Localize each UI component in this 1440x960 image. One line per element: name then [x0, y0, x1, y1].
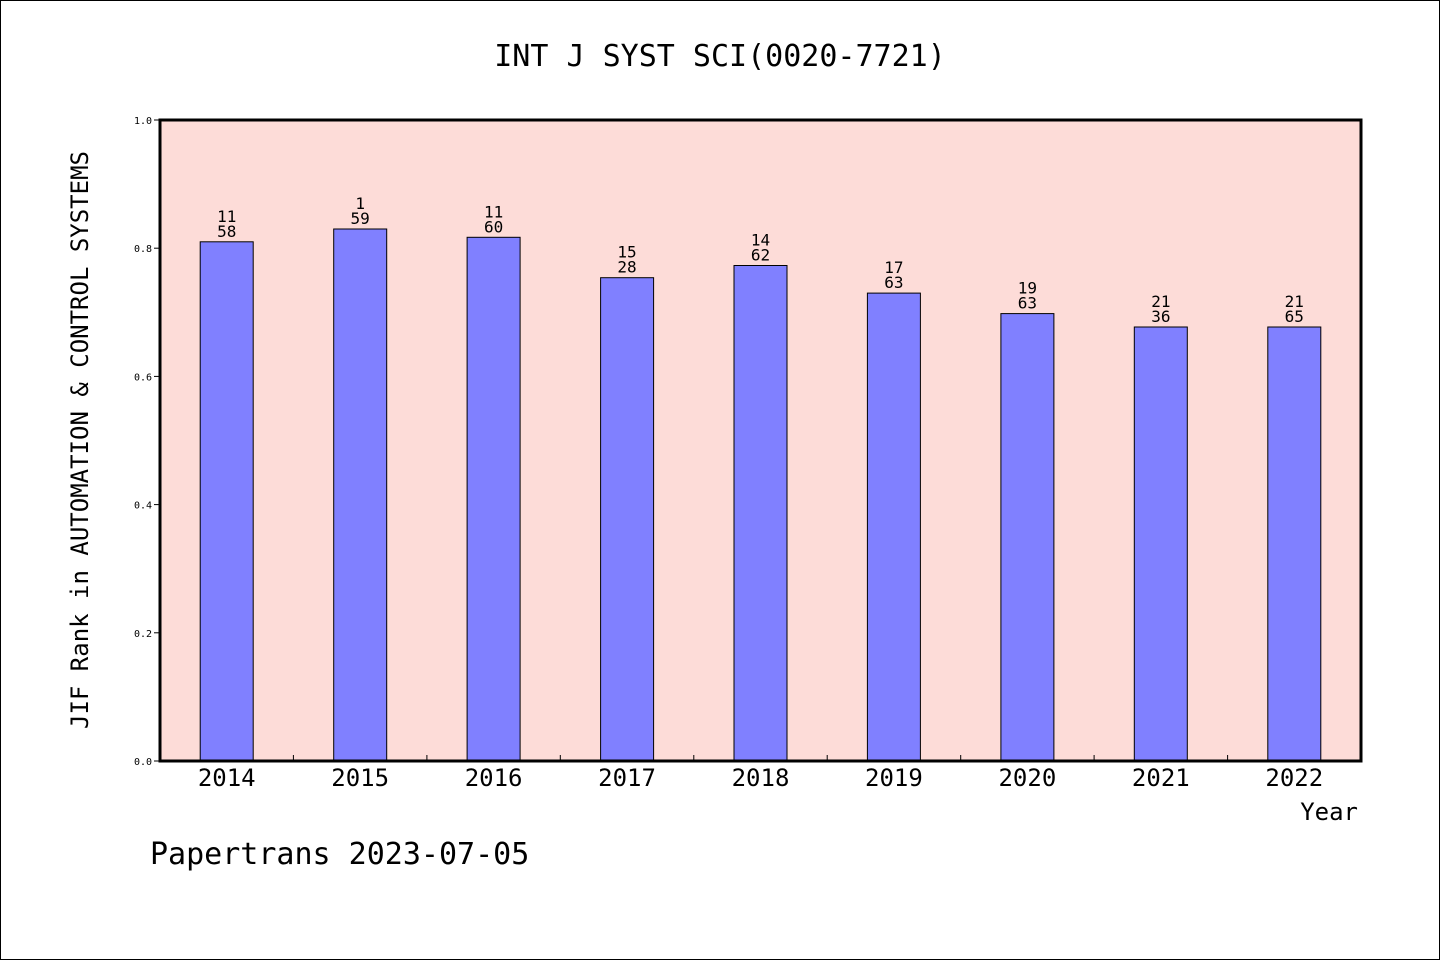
bar-rank-label-2017: 15 — [617, 243, 636, 262]
bar-rank-label-2015: 1 — [355, 194, 365, 213]
bar-rank-label-2018: 14 — [751, 231, 770, 250]
bar-total-label-2019: 63 — [884, 273, 903, 292]
bar-rank-label-2022: 21 — [1285, 292, 1304, 311]
x-tick-label-2019: 2019 — [865, 764, 923, 792]
y-tick-label: 0.2 — [134, 629, 152, 640]
y-tick-label: 0.0 — [134, 757, 152, 768]
bar-total-label-2022: 65 — [1285, 307, 1304, 326]
x-tick-label-2016: 2016 — [465, 764, 523, 792]
bar-total-label-2018: 62 — [751, 246, 770, 265]
footer-watermark: Papertrans 2023-07-05 — [150, 837, 529, 872]
x-tick-label-2017: 2017 — [598, 764, 656, 792]
y-axis-title: JIF Rank in AUTOMATION & CONTROL SYSTEMS — [66, 151, 94, 729]
bar-rank-label-2019: 17 — [884, 258, 903, 277]
bar-total-label-2017: 28 — [617, 258, 636, 277]
bar-total-label-2016: 60 — [484, 217, 503, 236]
bar-rank-label-2016: 11 — [484, 202, 503, 221]
bar-2014 — [199, 241, 254, 762]
bar-2022 — [1267, 326, 1322, 762]
bar-2021 — [1133, 326, 1188, 762]
bar-total-label-2014: 58 — [217, 222, 236, 241]
bar-2018 — [733, 265, 788, 762]
bar-total-label-2020: 63 — [1018, 294, 1037, 313]
bar-2019 — [866, 292, 921, 762]
x-tick-label-2020: 2020 — [998, 764, 1056, 792]
y-tick-label: 1.0 — [134, 116, 152, 127]
bar-rank-label-2020: 19 — [1018, 279, 1037, 298]
plot-border — [158, 118, 1363, 763]
bar-2016 — [466, 236, 521, 762]
bar-2020 — [1000, 313, 1055, 762]
bar-rank-label-2014: 11 — [217, 207, 236, 226]
x-tick-label-2021: 2021 — [1132, 764, 1190, 792]
x-axis-title: Year — [1300, 798, 1358, 826]
bar-total-label-2015: 59 — [351, 209, 370, 228]
y-axis: 0.0 0.2 0.4 0.6 0.8 1.0 — [134, 116, 160, 768]
x-tick-label-2015: 2015 — [331, 764, 389, 792]
y-tick-label: 0.6 — [134, 372, 152, 383]
x-tick-label-2018: 2018 — [732, 764, 790, 792]
y-tick-label: 0.8 — [134, 244, 152, 255]
y-tick-label: 0.4 — [134, 501, 152, 512]
bar-2015 — [333, 228, 388, 762]
bar-total-label-2021: 36 — [1151, 307, 1170, 326]
bar-rank-label-2021: 21 — [1151, 292, 1170, 311]
bar-2017 — [600, 277, 655, 762]
x-tick-label-2022: 2022 — [1265, 764, 1323, 792]
chart-title: INT J SYST SCI(0020-7721) — [494, 39, 946, 74]
x-tick-label-2014: 2014 — [198, 764, 256, 792]
x-axis: 2014 2015 2016 2017 2018 2019 2020 2021 2022 — [198, 755, 1323, 792]
